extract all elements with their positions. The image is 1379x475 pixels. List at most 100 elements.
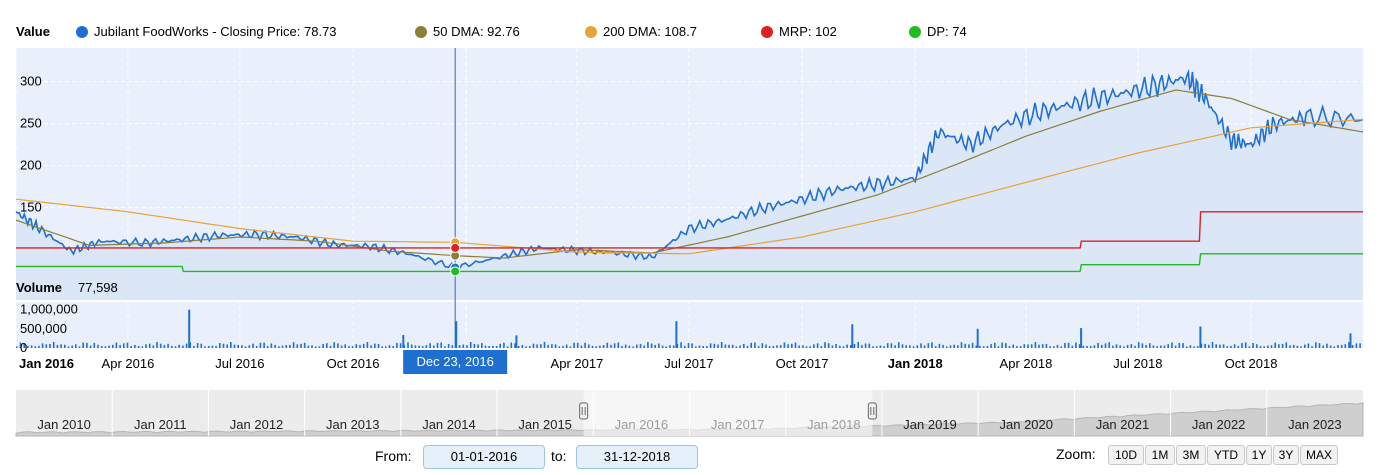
volume-bar <box>1049 346 1051 348</box>
y-tick-label: 250 <box>20 116 42 131</box>
volume-bar <box>765 344 767 348</box>
volume-bar <box>883 346 885 348</box>
volume-bar <box>274 344 276 348</box>
legend-dma50[interactable]: 50 DMA: 92.76 <box>433 24 520 39</box>
from-date-input[interactable]: 01-01-2016 <box>423 445 545 469</box>
volume-bar <box>754 342 756 348</box>
volume-bar <box>477 344 479 348</box>
volume-bar <box>820 346 823 348</box>
legend-dma200[interactable]: 200 DMA: 108.7 <box>603 24 697 39</box>
legend-mrp[interactable]: MRP: 102 <box>779 24 837 39</box>
series-line-price <box>15 68 1364 271</box>
navigator-selection[interactable] <box>583 390 873 436</box>
volume-bar <box>1078 344 1081 348</box>
volume-bar <box>994 342 996 348</box>
volume-bar <box>702 346 704 348</box>
volume-bar <box>779 345 782 348</box>
volume-bar <box>1204 343 1206 348</box>
volume-bar <box>1248 346 1251 348</box>
volume-bar <box>979 345 981 348</box>
volume-bar <box>462 344 465 348</box>
volume-bar <box>115 342 118 348</box>
navigator-label: Jan 2015 <box>518 417 572 432</box>
volume-bar <box>661 345 664 348</box>
volume-bar <box>1263 346 1265 348</box>
zoom-button-3m[interactable]: 3M <box>1176 445 1206 465</box>
legend-mrp-dot <box>761 26 773 38</box>
volume-bar <box>1256 344 1258 348</box>
volume-bar <box>1134 345 1136 348</box>
legend-dp-dot <box>909 26 921 38</box>
volume-bar <box>654 345 656 348</box>
volume-bar <box>791 343 793 348</box>
volume-bar <box>1292 344 1295 348</box>
volume-bar <box>340 345 343 348</box>
volume-bar <box>89 345 92 348</box>
volume-bar <box>1270 345 1273 348</box>
navigator-handle-right[interactable] <box>867 402 877 420</box>
volume-bar <box>573 342 575 348</box>
volume-spike <box>976 328 979 348</box>
volume-bar <box>898 342 900 348</box>
navigator-label: Jan 2014 <box>422 417 476 432</box>
zoom-button-3y[interactable]: 3Y <box>1273 445 1299 465</box>
volume-bar <box>1016 346 1018 348</box>
volume-bar <box>1108 342 1110 348</box>
volume-bar <box>746 346 749 348</box>
volume-bar <box>414 345 417 348</box>
volume-bar <box>244 346 247 348</box>
volume-bar <box>1185 346 1188 348</box>
volume-bar <box>167 343 169 348</box>
volume-bar <box>901 344 904 348</box>
volume-bar <box>278 346 280 348</box>
legend-dp[interactable]: DP: 74 <box>927 24 967 39</box>
zoom-button-1y[interactable]: 1Y <box>1246 445 1272 465</box>
x-tick-label: Apr 2017 <box>551 356 604 371</box>
volume-bar <box>219 343 221 348</box>
volume-bar <box>1171 342 1173 348</box>
volume-bar <box>680 342 682 348</box>
to-date-input[interactable]: 31-12-2018 <box>576 445 698 469</box>
volume-bar <box>599 345 601 348</box>
volume-bar <box>964 343 966 348</box>
navigator-handle-left[interactable] <box>579 402 589 420</box>
volume-spike <box>1080 328 1083 348</box>
volume-bar <box>1071 345 1074 348</box>
volume-bar <box>691 343 693 348</box>
volume-bar <box>16 346 18 348</box>
zoom-button-max[interactable]: MAX <box>1300 445 1338 465</box>
volume-bar <box>783 342 786 348</box>
volume-bar <box>886 343 889 348</box>
volume-bar <box>1304 344 1306 348</box>
volume-bar <box>377 343 380 348</box>
volume-bar <box>185 343 188 348</box>
volume-bar <box>425 345 428 348</box>
volume-bar <box>905 345 907 348</box>
legend-closing-price[interactable]: Jubilant FoodWorks - Closing Price: 78.7… <box>94 24 337 39</box>
volume-bar <box>469 342 472 348</box>
volume-bar <box>724 344 727 348</box>
navigator[interactable]: Jan 2010 Jan 2011 Jan 2012 Jan 2013 Jan 2014… <box>15 390 1364 437</box>
zoom-button-ytd[interactable]: YTD <box>1207 445 1245 465</box>
volume-bar <box>1215 344 1217 348</box>
volume-bar <box>196 343 199 348</box>
volume-bar <box>1333 346 1336 348</box>
zoom-button-10d[interactable]: 10D <box>1108 445 1144 465</box>
zoom-button-1m[interactable]: 1M <box>1145 445 1175 465</box>
volume-bar <box>396 342 398 348</box>
volume-bar <box>706 346 708 348</box>
x-tick-label: Jul 2016 <box>215 356 264 371</box>
volume-y-tick: 1,000,000 <box>20 302 78 317</box>
volume-bar <box>809 346 811 348</box>
volume-bar <box>717 344 719 348</box>
volume-y-ticks: 0 500,000 1,000,000 <box>20 302 78 355</box>
volume-bar <box>1145 345 1147 348</box>
volume-spike <box>402 335 405 348</box>
volume-bar <box>772 346 775 348</box>
x-tick-label: Apr 2016 <box>102 356 155 371</box>
volume-bar <box>311 345 313 348</box>
volume-bar <box>554 344 557 348</box>
volume-bar <box>130 346 132 348</box>
